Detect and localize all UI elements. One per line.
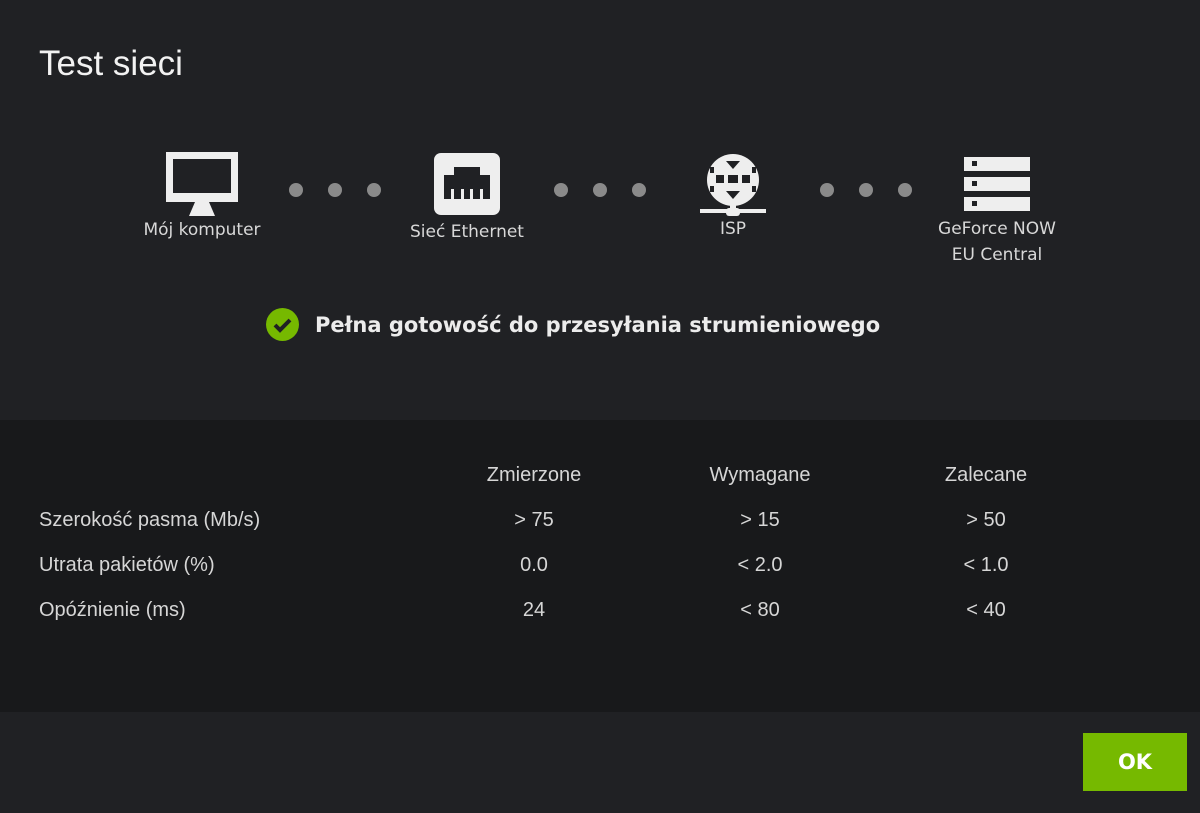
connection-dots bbox=[820, 183, 912, 197]
column-header-recommended: Zalecane bbox=[944, 464, 1028, 486]
value-measured: > 75 bbox=[514, 509, 554, 531]
column-header-measured: Zmierzone bbox=[486, 464, 582, 486]
node-label: ISP bbox=[719, 219, 747, 239]
value-recommended: < 40 bbox=[966, 599, 1006, 621]
server-icon bbox=[964, 157, 1030, 211]
node-label: Mój komputer bbox=[143, 220, 261, 240]
node-isp: ISP bbox=[643, 153, 823, 242]
check-circle-icon bbox=[266, 308, 299, 341]
results-panel: Zmierzone Wymagane Zalecane Szerokość pa… bbox=[0, 420, 1200, 712]
column-header-required: Wymagane bbox=[709, 464, 811, 486]
node-label: GeForce NOW bbox=[938, 219, 1056, 239]
ok-button[interactable]: OK bbox=[1083, 733, 1187, 791]
value-required: < 2.0 bbox=[737, 554, 783, 576]
node-my-computer: Mój komputer bbox=[112, 151, 292, 243]
dialog-title: Test sieci bbox=[39, 44, 183, 83]
row-label-latency: Opóźnienie (ms) bbox=[39, 599, 186, 621]
status-message: Pełna gotowość do przesyłania strumienio… bbox=[266, 308, 880, 341]
status-text: Pełna gotowość do przesyłania strumienio… bbox=[315, 312, 881, 337]
node-geforce-now-server: GeForce NOW EU Central bbox=[907, 157, 1087, 268]
value-recommended: < 1.0 bbox=[963, 554, 1009, 576]
connection-dots bbox=[289, 183, 381, 197]
row-label-bandwidth: Szerokość pasma (Mb/s) bbox=[39, 509, 261, 531]
ethernet-icon bbox=[434, 153, 500, 215]
globe-network-icon bbox=[700, 154, 766, 216]
value-recommended: > 50 bbox=[966, 509, 1006, 531]
value-measured: 0.0 bbox=[520, 554, 548, 576]
monitor-icon bbox=[166, 152, 238, 216]
value-required: < 80 bbox=[740, 599, 780, 621]
connection-dots bbox=[554, 183, 646, 197]
node-label: Sieć Ethernet bbox=[410, 222, 524, 242]
value-measured: 24 bbox=[522, 599, 546, 621]
node-ethernet: Sieć Ethernet bbox=[377, 153, 557, 245]
node-label-region: EU Central bbox=[951, 245, 1043, 265]
value-required: > 15 bbox=[740, 509, 780, 531]
row-label-packet-loss: Utrata pakietów (%) bbox=[39, 554, 215, 576]
